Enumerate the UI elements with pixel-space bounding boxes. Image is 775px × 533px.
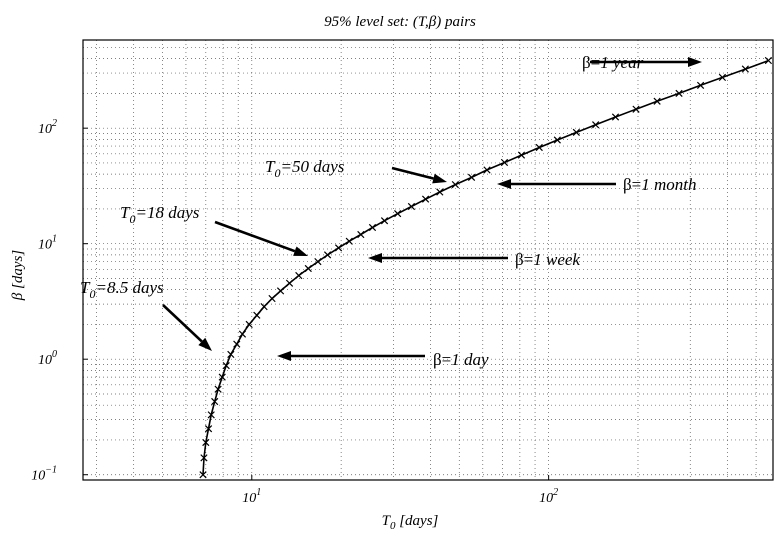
arrow-shaft-t0-85 <box>162 304 203 343</box>
arrow-shaft-t0-50 <box>391 166 434 180</box>
grid <box>83 40 773 480</box>
data-point-marker <box>199 471 207 479</box>
plot-frame <box>82 39 774 481</box>
annotation-label-t0-18: T0=18 days <box>120 203 200 226</box>
annotation-label-beta-1month: β=1 month <box>623 175 697 194</box>
y-tick-label: 101 <box>38 234 57 253</box>
data-point-marker <box>211 397 219 406</box>
annotation-label-beta-1day: β=1 day <box>433 350 489 369</box>
data-point-marker <box>323 251 332 259</box>
arrow-head-t0-50 <box>432 173 447 184</box>
data-point-marker <box>368 223 377 232</box>
y-tick-label: 100 <box>38 349 57 368</box>
data-point-marker <box>718 73 727 82</box>
data-point-marker <box>553 136 561 144</box>
arrow-head-beta-1year <box>688 57 702 67</box>
data-point-marker <box>304 264 312 273</box>
data-point-marker <box>285 279 294 287</box>
data-point-marker <box>268 294 276 303</box>
data-point-marker <box>276 287 285 295</box>
data-point-marker <box>535 143 543 152</box>
arrow-head-beta-1week <box>368 253 382 263</box>
annotation-label-t0-85: T0=8.5 days <box>80 278 164 301</box>
data-point-marker <box>260 303 268 311</box>
chart-title: 95% level set: (T,β) pairs <box>324 14 476 30</box>
tick-labels: 101 102 10−1 100 101 102 <box>31 118 558 506</box>
arrow-head-beta-1month <box>497 179 511 189</box>
data-point-marker <box>222 361 230 370</box>
y-tick-label: 10−1 <box>31 465 57 484</box>
data-point-marker <box>227 350 235 359</box>
data-point-marker <box>611 113 620 121</box>
y-tick-label: 102 <box>38 118 57 137</box>
data-point-marker <box>696 81 705 89</box>
data-point-marker <box>357 230 365 239</box>
data-point-marker <box>675 89 683 98</box>
data-point-marker <box>741 65 749 73</box>
arrow-head-t0-18 <box>293 246 308 256</box>
x-tick-label: 102 <box>539 487 558 506</box>
annotations: T0=8.5 days T0=18 days T0=50 days β=1 day β=… <box>80 53 702 369</box>
data-point-marker <box>295 271 303 280</box>
data-point-marker <box>572 128 580 136</box>
data-point-marker <box>238 330 247 338</box>
data-point-marker <box>204 425 213 433</box>
data-point-marker <box>200 454 208 462</box>
data-point-marker <box>245 320 253 329</box>
data-point-marker <box>214 385 222 393</box>
data-point-marker <box>653 97 661 105</box>
data-point-marker <box>334 244 343 252</box>
x-axis-label: T0 [days] <box>382 513 439 532</box>
data-point-marker <box>467 173 476 182</box>
data-point-marker <box>207 411 215 419</box>
data-point-marker <box>436 188 444 196</box>
x-tick-label: 101 <box>242 487 261 506</box>
data-point-marker <box>345 237 353 245</box>
data-point-marker <box>421 195 430 203</box>
annotation-label-beta-1week: β=1 week <box>515 250 580 269</box>
data-point-marker <box>592 121 600 129</box>
series-line <box>202 59 769 475</box>
data-point-marker <box>233 340 241 348</box>
y-axis-label: β [days] <box>10 250 26 302</box>
arrow-shaft-t0-18 <box>214 220 296 253</box>
data-point-marker <box>764 56 773 65</box>
data-point-marker <box>253 311 261 319</box>
data-point-marker <box>218 373 226 381</box>
data-point-marker <box>314 257 322 266</box>
arrow-head-t0-85 <box>198 337 212 351</box>
data-point-marker <box>202 438 210 447</box>
data-point-marker <box>451 180 459 189</box>
series <box>199 56 773 479</box>
data-point-marker <box>517 151 526 159</box>
data-point-marker <box>380 217 389 225</box>
data-point-marker <box>407 202 416 211</box>
data-point-marker <box>632 105 640 113</box>
data-point-marker <box>394 210 402 218</box>
data-point-marker <box>500 158 509 167</box>
data-point-marker <box>483 166 491 174</box>
annotation-label-t0-50: T0=50 days <box>265 157 345 180</box>
arrow-head-beta-1day <box>277 351 291 361</box>
